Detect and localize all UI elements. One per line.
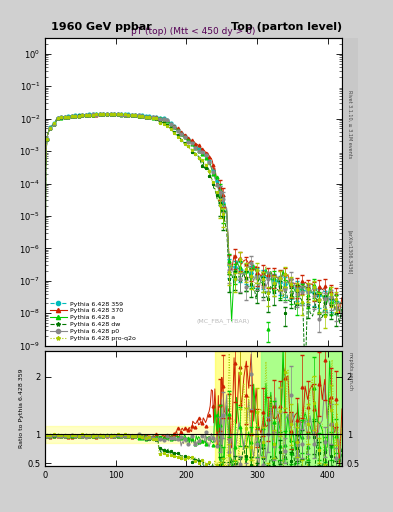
Text: (MC_FBA_TTBAR): (MC_FBA_TTBAR) bbox=[196, 318, 250, 324]
Text: Rivet 3.1.10, ≥ 3.1M events: Rivet 3.1.10, ≥ 3.1M events bbox=[347, 90, 352, 158]
Text: Top (parton level): Top (parton level) bbox=[231, 22, 342, 32]
Text: 1960 GeV ppbar: 1960 GeV ppbar bbox=[51, 22, 152, 32]
Y-axis label: Ratio to Pythia 6.428 359: Ratio to Pythia 6.428 359 bbox=[19, 369, 24, 448]
Title: pT (top) (Mtt < 450 dy > 0): pT (top) (Mtt < 450 dy > 0) bbox=[131, 27, 256, 36]
Text: [arXiv:1306.3436]: [arXiv:1306.3436] bbox=[347, 230, 352, 274]
Legend: Pythia 6.428 359, Pythia 6.428 370, Pythia 6.428 a, Pythia 6.428 dw, Pythia 6.42: Pythia 6.428 359, Pythia 6.428 370, Pyth… bbox=[48, 300, 137, 343]
Text: mcplots.cern.ch: mcplots.cern.ch bbox=[347, 352, 352, 391]
